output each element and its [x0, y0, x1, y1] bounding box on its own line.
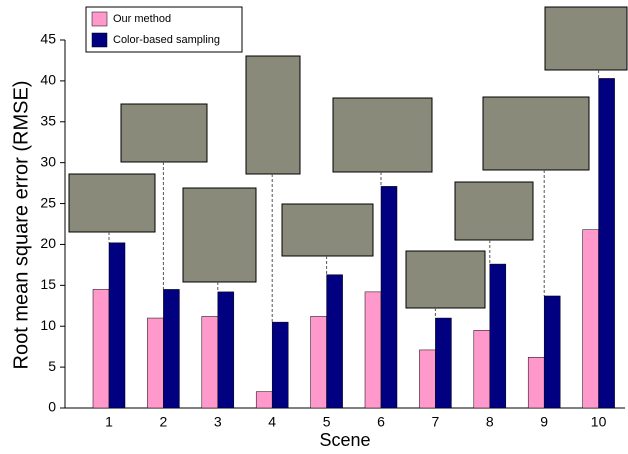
bar	[326, 274, 343, 409]
y-tick-label: 20	[40, 235, 56, 251]
y-tick-label: 0	[48, 399, 56, 415]
x-tick-label: 5	[323, 414, 331, 430]
scene-photo	[454, 181, 534, 241]
bar	[380, 186, 398, 409]
bar	[271, 321, 289, 409]
scene-photo	[245, 55, 301, 175]
photos	[68, 6, 628, 309]
scene-photo	[120, 103, 208, 163]
legend-swatch	[91, 32, 108, 48]
x-tick-label: 1	[105, 414, 113, 430]
bar	[473, 330, 491, 409]
scene-photo	[281, 203, 374, 257]
bar	[201, 316, 219, 409]
bar	[217, 291, 235, 409]
legend-label: Our method	[113, 13, 171, 25]
scene-photo	[405, 250, 486, 309]
bar	[582, 229, 599, 409]
bar	[108, 242, 126, 409]
bar	[255, 391, 273, 409]
scene-photo	[544, 6, 628, 71]
x-tick-label: 9	[540, 414, 548, 430]
y-axis-label: Root mean square error (RMSE)	[10, 81, 32, 370]
y-tick-label: 10	[40, 317, 56, 333]
bar	[364, 291, 382, 409]
x-tick-label: 8	[486, 414, 494, 430]
y-tick-label: 25	[40, 194, 56, 210]
bar	[435, 317, 452, 409]
legend: Our method Color-based sampling	[85, 6, 243, 53]
x-tick-label: 7	[432, 414, 440, 430]
legend-box	[85, 6, 243, 53]
x-tick-label: 3	[214, 414, 222, 430]
scene-photo	[482, 96, 590, 171]
x-axis-label: Scene	[319, 430, 370, 450]
bar	[163, 289, 180, 409]
y-tick-label: 5	[48, 358, 56, 374]
scene-photo	[332, 97, 433, 173]
bar	[310, 316, 327, 409]
scene-photo	[182, 187, 257, 283]
y-tick-label: 35	[40, 112, 56, 128]
y-tick-label: 15	[40, 276, 56, 292]
bar	[543, 295, 561, 409]
x-tick-label: 4	[268, 414, 276, 430]
x-tick-label: 10	[591, 414, 607, 430]
bar	[147, 317, 164, 409]
scene-photo	[68, 173, 156, 233]
bar	[527, 357, 545, 409]
bar	[489, 263, 507, 409]
legend-swatch	[91, 11, 108, 27]
y-tick-label: 45	[40, 31, 56, 47]
legend-label: Color-based sampling	[113, 34, 220, 46]
x-tick-label: 6	[377, 414, 385, 430]
bar	[598, 78, 615, 409]
bar	[419, 349, 436, 409]
bar	[92, 289, 110, 409]
x-tick-label: 2	[160, 414, 168, 430]
y-tick-label: 30	[40, 153, 56, 169]
y-tick-label: 40	[40, 72, 56, 88]
